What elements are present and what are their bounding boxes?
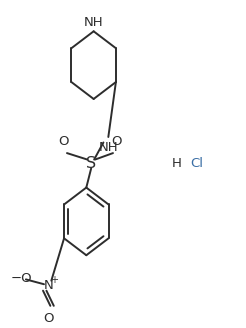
Text: O: O (112, 135, 122, 148)
Text: H: H (172, 157, 182, 170)
Text: O: O (58, 135, 68, 148)
Text: S: S (86, 156, 96, 171)
Text: O: O (43, 312, 54, 325)
Text: NH: NH (98, 141, 118, 154)
Text: +: + (50, 275, 59, 285)
Text: Cl: Cl (190, 157, 203, 170)
Text: −O: −O (11, 272, 32, 285)
Text: N: N (44, 279, 53, 292)
Text: NH: NH (84, 16, 104, 29)
